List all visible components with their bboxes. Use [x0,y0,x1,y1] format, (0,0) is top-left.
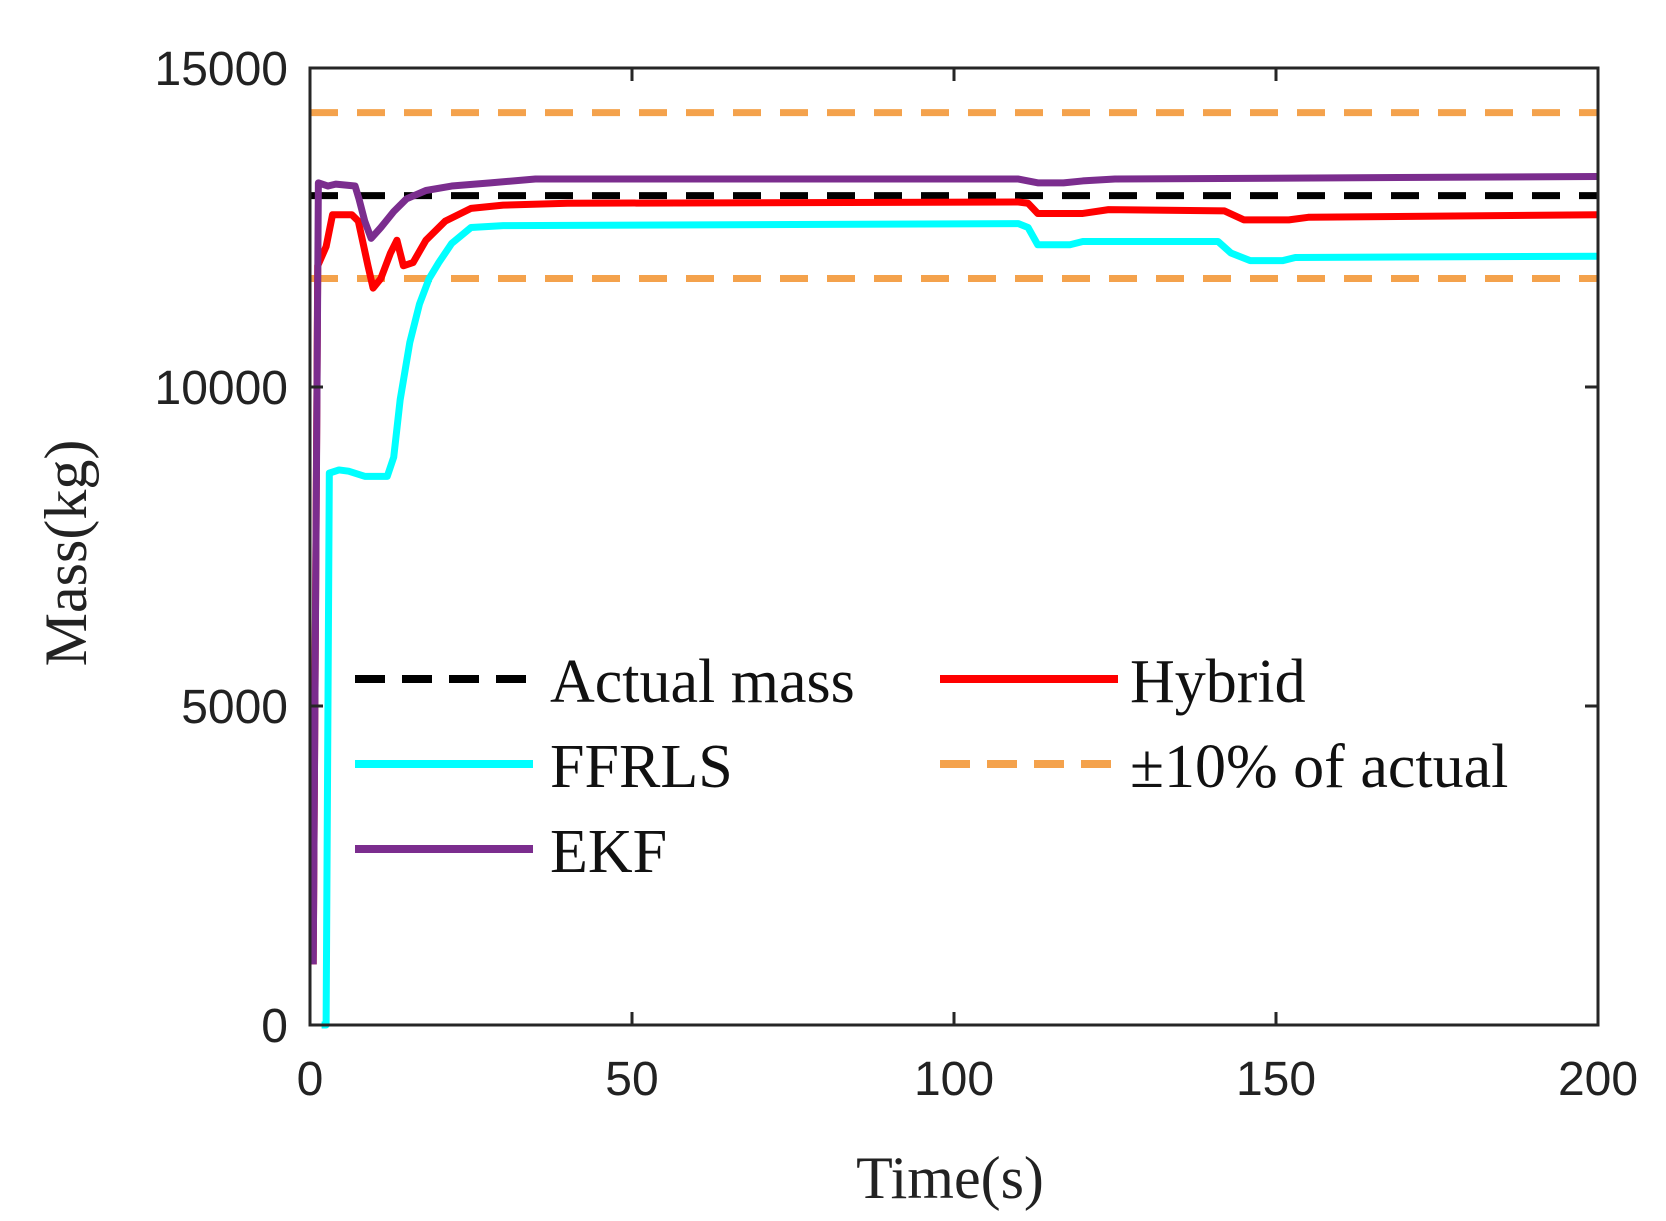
x-tick-label: 0 [297,1053,324,1106]
x-axis-title: Time(s) [856,1145,1044,1211]
legend-label-hybrid: Hybrid [1130,648,1306,716]
x-tick-label: 150 [1236,1053,1316,1106]
y-axis-title: Mass(kg) [33,440,99,667]
series-line-ekf [309,172,1599,965]
x-tick-labels: 0 50 100 150 200 [297,1053,1638,1106]
series-line-ffrls [321,220,1599,1029]
y-tick-label: 10000 [155,362,288,415]
legend-label-tolerance: ±10% of actual [1130,733,1508,801]
x-tick-label: 100 [914,1053,994,1106]
plot-frame [308,66,1600,1027]
legend-label-ffrls: FFRLS [550,733,733,801]
y-tick-label: 0 [261,1000,288,1053]
series-line-hybrid [309,198,1599,965]
y-tick-label: 5000 [181,681,288,734]
y-tick-labels: 0 5000 10000 15000 [155,43,288,1053]
x-tick-label: 200 [1558,1053,1638,1106]
legend-label-ekf: EKF [550,818,667,886]
legend-label-actual-mass: Actual mass [550,648,855,716]
legend: Actual mass Hybrid FFRLS ±10% of actual … [355,648,1508,886]
x-tick-label: 50 [605,1053,658,1106]
series-layer [309,109,1599,1029]
y-tick-label: 15000 [155,43,288,96]
